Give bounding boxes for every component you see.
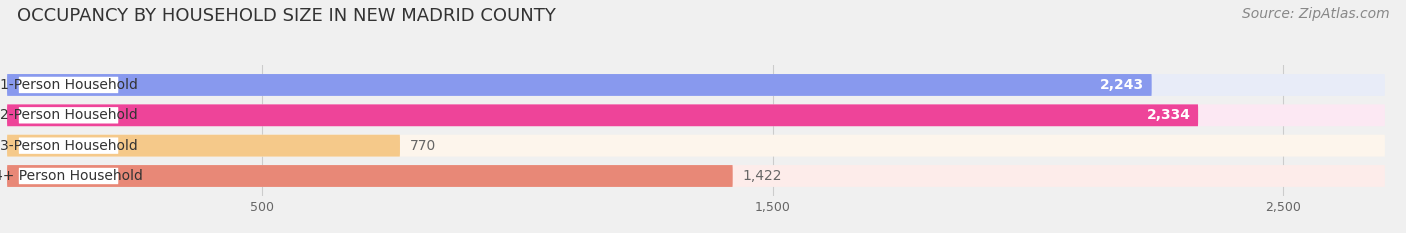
- FancyBboxPatch shape: [7, 74, 1152, 96]
- Text: 2-Person Household: 2-Person Household: [0, 108, 138, 122]
- FancyBboxPatch shape: [7, 104, 1198, 126]
- FancyBboxPatch shape: [18, 137, 118, 154]
- Text: OCCUPANCY BY HOUSEHOLD SIZE IN NEW MADRID COUNTY: OCCUPANCY BY HOUSEHOLD SIZE IN NEW MADRI…: [17, 7, 555, 25]
- Text: 770: 770: [411, 139, 436, 153]
- Text: 1,422: 1,422: [742, 169, 782, 183]
- Text: 4+ Person Household: 4+ Person Household: [0, 169, 143, 183]
- Text: 2,243: 2,243: [1099, 78, 1144, 92]
- FancyBboxPatch shape: [18, 168, 118, 184]
- FancyBboxPatch shape: [18, 107, 118, 123]
- Text: Source: ZipAtlas.com: Source: ZipAtlas.com: [1241, 7, 1389, 21]
- FancyBboxPatch shape: [7, 74, 1385, 96]
- Text: 3-Person Household: 3-Person Household: [0, 139, 138, 153]
- FancyBboxPatch shape: [7, 135, 399, 157]
- FancyBboxPatch shape: [7, 135, 1385, 157]
- Text: 1-Person Household: 1-Person Household: [0, 78, 138, 92]
- FancyBboxPatch shape: [7, 165, 1385, 187]
- FancyBboxPatch shape: [7, 104, 1385, 126]
- FancyBboxPatch shape: [18, 77, 118, 93]
- FancyBboxPatch shape: [7, 165, 733, 187]
- Text: 2,334: 2,334: [1146, 108, 1191, 122]
